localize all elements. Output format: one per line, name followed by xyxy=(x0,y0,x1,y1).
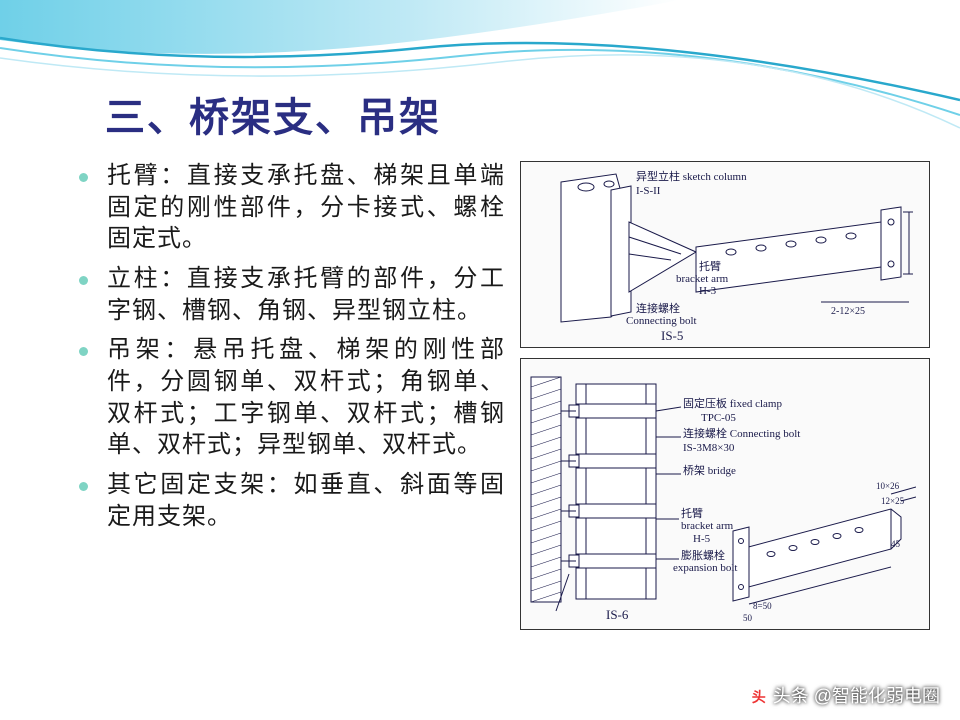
svg-text:膨胀螺栓: 膨胀螺栓 xyxy=(681,548,725,562)
svg-text:Connecting bolt: Connecting bolt xyxy=(626,315,697,327)
bullet-item: 其它固定支架：如垂直、斜面等固定用支架。 xyxy=(105,470,505,533)
svg-text:固定压板 fixed clamp: 固定压板 fixed clamp xyxy=(683,396,782,410)
svg-text:托臂: 托臂 xyxy=(699,259,721,273)
svg-text:IS-6: IS-6 xyxy=(606,607,629,622)
svg-text:expansion bolt: expansion bolt xyxy=(673,562,737,574)
svg-text:异型立柱 sketch column: 异型立柱 sketch column xyxy=(636,169,747,183)
svg-text:IS-3M8×30: IS-3M8×30 xyxy=(683,442,735,454)
svg-text:2-12×25: 2-12×25 xyxy=(831,306,865,317)
svg-text:连接螺栓 Connecting bolt: 连接螺栓 Connecting bolt xyxy=(683,426,800,440)
slide-title: 三、桥架支、吊架 xyxy=(105,85,930,143)
watermark: 头头条 @智能化弱电圈 xyxy=(749,682,940,708)
bullet-list-container: 托臂：直接支承托盘、梯架且单端固定的刚性部件，分卡接式、螺栓固定式。 立柱：直接… xyxy=(105,161,505,630)
bullet-item: 吊架：悬吊托盘、梯架的刚性部件，分圆钢单、双杆式；角钢单、双杆式；工字钢单、双杆… xyxy=(105,335,505,462)
bullet-item: 托臂：直接支承托盘、梯架且单端固定的刚性部件，分卡接式、螺栓固定式。 xyxy=(105,161,505,256)
svg-text:50: 50 xyxy=(743,613,753,623)
svg-text:托臂: 托臂 xyxy=(681,506,703,520)
svg-text:bracket arm: bracket arm xyxy=(676,273,729,285)
bullet-item: 立柱：直接支承托臂的部件，分工字钢、槽钢、角钢、异型钢立柱。 xyxy=(105,264,505,327)
svg-text:H-5: H-5 xyxy=(693,533,711,545)
toutiao-logo-icon: 头 xyxy=(749,687,769,707)
svg-text:IS-5: IS-5 xyxy=(661,328,683,343)
figure-is6: 固定压板 fixed clamp TPC-05 连接螺栓 Connecting … xyxy=(520,358,930,630)
svg-text:连接螺栓: 连接螺栓 xyxy=(636,301,680,315)
svg-text:TPC-05: TPC-05 xyxy=(701,412,736,424)
svg-text:8=50: 8=50 xyxy=(753,601,772,611)
svg-text:I-S-II: I-S-II xyxy=(636,185,661,197)
svg-text:bracket arm: bracket arm xyxy=(681,520,734,532)
svg-text:桥架 bridge: 桥架 bridge xyxy=(683,464,736,477)
figure-is5: 异型立柱 sketch column I-S-II 托臂 bracket arm… xyxy=(520,161,930,348)
svg-text:10×26: 10×26 xyxy=(876,481,900,491)
svg-text:12×25: 12×25 xyxy=(881,496,905,506)
svg-text:45: 45 xyxy=(891,539,901,549)
svg-text:H-3: H-3 xyxy=(699,285,717,297)
